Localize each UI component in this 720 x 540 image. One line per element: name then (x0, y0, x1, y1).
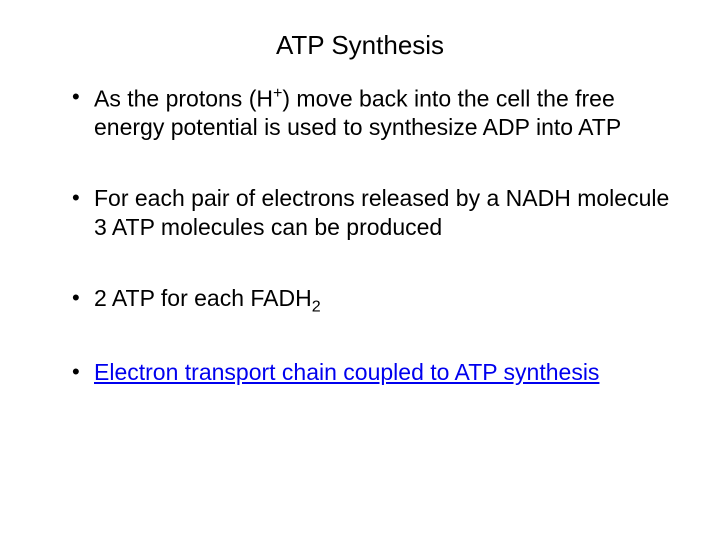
slide-title: ATP Synthesis (50, 30, 670, 61)
bullet-item: For each pair of electrons released by a… (72, 184, 670, 242)
bullet-item: As the protons (H+) move back into the c… (72, 83, 670, 142)
bullet-text-pre: As the protons (H (94, 86, 273, 112)
bullet-text: For each pair of electrons released by a… (94, 185, 669, 240)
bullet-link[interactable]: Electron transport chain coupled to ATP … (94, 359, 599, 385)
bullet-item: Electron transport chain coupled to ATP … (72, 358, 670, 387)
subscript: 2 (312, 297, 321, 315)
superscript: + (273, 84, 282, 102)
bullet-item: 2 ATP for each FADH2 (72, 284, 670, 317)
bullet-text-pre: 2 ATP for each FADH (94, 285, 312, 311)
bullet-list: As the protons (H+) move back into the c… (50, 83, 670, 387)
